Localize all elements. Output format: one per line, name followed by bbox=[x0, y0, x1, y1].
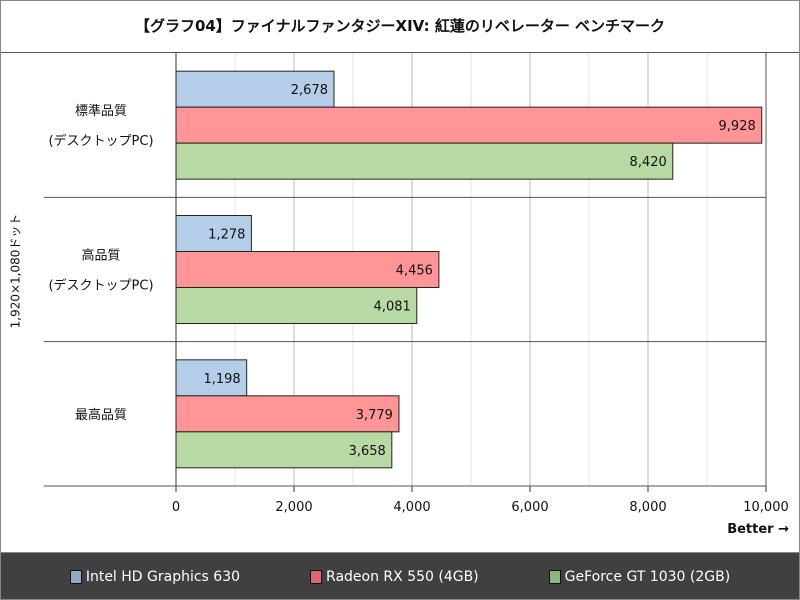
legend-swatch bbox=[548, 569, 561, 584]
data-label: 4,081 bbox=[374, 300, 411, 315]
data-label: 4,456 bbox=[396, 264, 433, 279]
y-axis-label: 1,920×1,080ドット bbox=[8, 213, 23, 329]
bar bbox=[175, 215, 252, 252]
x-tick-label: 8,000 bbox=[629, 500, 666, 515]
legend-label: Radeon RX 550 (4GB) bbox=[326, 568, 479, 585]
bar bbox=[175, 142, 674, 180]
x-tick-label: 6,000 bbox=[511, 500, 548, 515]
data-label: 8,420 bbox=[630, 155, 667, 170]
bar bbox=[175, 287, 418, 324]
category-label: 最高品質 bbox=[75, 407, 127, 423]
x-tick-label: 2,000 bbox=[275, 500, 312, 515]
chart-title: 【グラフ04】ファイナルファンタジーXIV: 紅蓮のリベレーター ベンチマーク bbox=[1, 1, 799, 53]
legend-label: Intel HD Graphics 630 bbox=[85, 568, 241, 585]
legend-swatch bbox=[310, 569, 323, 584]
bar bbox=[175, 70, 335, 108]
category-label: (デスクトップPC) bbox=[48, 278, 153, 294]
plot-area: 0 2,000 4,000 6,000 8,000 10,000 標準品質 (デスクトップPC… bbox=[44, 53, 789, 515]
x-tick-label: 0 bbox=[172, 500, 180, 515]
legend: Intel HD Graphics 630 Radeon RX 550 (4GB)… bbox=[1, 552, 799, 599]
data-label: 2,678 bbox=[291, 83, 328, 98]
bar bbox=[175, 251, 440, 288]
x-axis-label: Better → bbox=[727, 522, 789, 537]
legend-swatch bbox=[69, 569, 82, 584]
legend-item: Radeon RX 550 (4GB) bbox=[310, 569, 479, 585]
bar bbox=[175, 106, 763, 144]
x-tick-label: 4,000 bbox=[393, 500, 430, 515]
x-tick-label: 10,000 bbox=[743, 500, 789, 515]
legend-item: Intel HD Graphics 630 bbox=[69, 568, 241, 585]
bar bbox=[175, 431, 393, 469]
data-label: 3,658 bbox=[349, 444, 386, 459]
bar bbox=[175, 359, 248, 397]
category-label: 標準品質 bbox=[75, 103, 127, 119]
data-label: 3,779 bbox=[356, 408, 393, 423]
data-label: 1,278 bbox=[208, 228, 245, 243]
data-label: 9,928 bbox=[719, 119, 756, 134]
category-label: (デスクトップPC) bbox=[48, 133, 153, 149]
category-label: 高品質 bbox=[81, 248, 120, 264]
legend-label: GeForce GT 1030 (2GB) bbox=[564, 568, 731, 585]
legend-item: GeForce GT 1030 (2GB) bbox=[548, 568, 731, 585]
data-label: 1,198 bbox=[203, 372, 240, 387]
